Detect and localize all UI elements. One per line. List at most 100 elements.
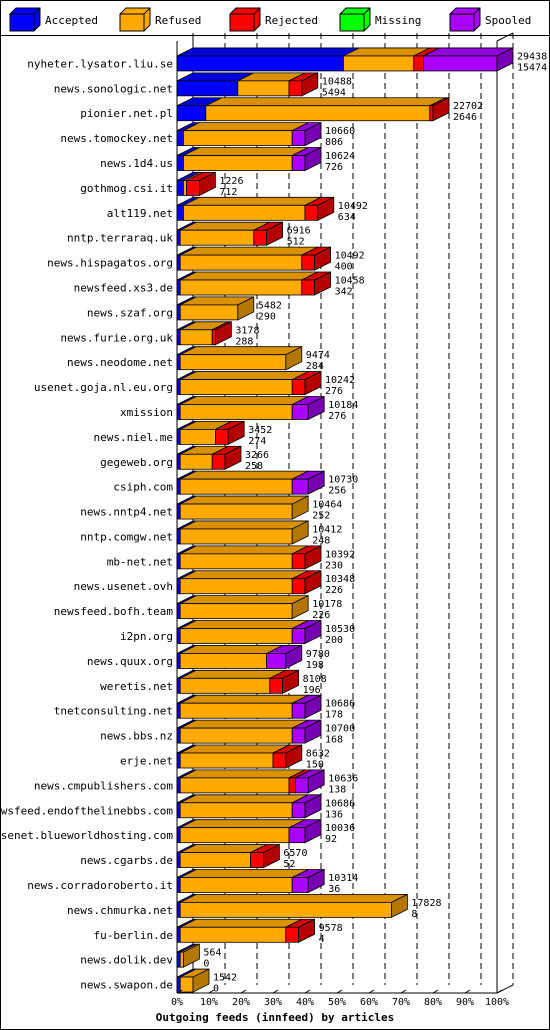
bar-segment-refused	[179, 478, 293, 495]
row-label: news.usenet.ovh	[74, 580, 173, 593]
bar-segment-refused	[205, 105, 431, 122]
row-label: mb-net.net	[107, 555, 173, 568]
row-value-2: 248	[312, 535, 330, 546]
row-label: newsfeed.xs3.de	[74, 282, 173, 295]
bar-segment-refused	[179, 304, 239, 321]
x-axis-title: Outgoing feeds (innfeed) by articles	[156, 1011, 394, 1024]
bar-segment-accepted	[176, 877, 181, 893]
bar-segment-rejected	[214, 428, 229, 445]
bar-row-pionier-net-pl	[176, 97, 450, 122]
bar-top-refused	[180, 271, 318, 281]
bar-side-spooled	[307, 470, 325, 495]
row-value-1: 8632	[306, 749, 330, 760]
row-label: i2pn.org	[120, 630, 173, 643]
row-value-1: 10700	[325, 724, 355, 735]
row-value-1: 10412	[312, 524, 342, 535]
row-value-2: 92	[325, 834, 337, 845]
x-tick-label-0: 0%	[171, 997, 183, 1008]
row-value-1: 10458	[335, 276, 365, 287]
bar-segment-accepted	[176, 55, 344, 72]
bar-segment-refused	[179, 254, 303, 271]
bar-row-csiph-com	[176, 470, 325, 495]
bar-segment-rejected	[301, 279, 315, 296]
bar-segment-refused	[179, 528, 293, 545]
bar-top-refused	[180, 719, 309, 729]
row-value-1: 9474	[306, 350, 330, 361]
bar-segment-accepted	[176, 752, 181, 769]
row-value-2: 284	[306, 361, 324, 372]
bar-segment-spooled	[291, 404, 309, 420]
row-value-2: 288	[235, 336, 253, 347]
row-value-1: 6570	[283, 848, 307, 859]
row-label: news.cgarbs.de	[80, 854, 173, 867]
row-value-1: 10624	[325, 151, 355, 162]
bar-segment-accepted	[176, 827, 181, 844]
row-value-1: 10036	[325, 823, 355, 834]
bar-segment-refused	[179, 976, 194, 993]
plot-top-right-edge	[496, 32, 514, 42]
bar-top-refused	[180, 570, 309, 580]
bar-top-refused	[180, 545, 309, 555]
row-value-2: 2646	[453, 112, 477, 123]
bar-segment-accepted	[176, 578, 181, 595]
bar-side-spooled	[304, 794, 322, 819]
row-value-1: 10242	[325, 375, 355, 386]
x-tick-mark-10	[496, 989, 503, 994]
legend-label-spooled: Spooled	[485, 14, 531, 27]
bar-segment-refused	[179, 951, 184, 968]
row-value-2: 5494	[322, 87, 346, 98]
bar-segment-rejected	[186, 180, 200, 196]
x-tick-mark-7	[400, 989, 407, 994]
bar-segment-accepted	[176, 926, 181, 943]
bar-segment-refused	[179, 379, 293, 395]
bar-segment-rejected	[253, 229, 268, 246]
bar-side-spooled	[304, 146, 322, 172]
row-value-1: 10530	[325, 624, 355, 635]
bar-top-refused	[180, 819, 306, 829]
row-value-1: 10492	[338, 201, 368, 212]
row-value-2: 256	[328, 486, 346, 497]
row-value-1: 10636	[328, 773, 358, 784]
x-tick-label-1: 10%	[200, 997, 218, 1008]
x-tick-mark-4	[304, 989, 311, 994]
bar-segment-accepted	[176, 180, 184, 196]
row-label: pionier.net.pl	[80, 107, 173, 120]
row-value-2: 0	[213, 984, 219, 995]
bar-row-news-niel-me	[176, 420, 245, 446]
x-tick-label-2: 20%	[232, 997, 250, 1008]
row-value-1: 5482	[258, 300, 282, 311]
bar-segment-refused	[179, 428, 216, 445]
bar-row-news-tomockey-net	[176, 121, 322, 147]
row-value-1: 1542	[213, 973, 237, 984]
bar-side-rejected	[298, 918, 316, 943]
bar-side-rejected	[304, 370, 322, 396]
row-value-2: 226	[325, 585, 343, 596]
x-tick-label-5: 50%	[328, 997, 346, 1008]
row-value-2: 150	[306, 760, 324, 771]
row-label: news.niel.me	[94, 431, 173, 444]
row-label: nntp.terraraq.uk	[67, 232, 173, 245]
row-label: news.swapon.de	[80, 979, 173, 992]
bar-segment-rejected	[413, 55, 424, 72]
row-value-1: 10314	[328, 873, 358, 884]
bar-top-accepted	[176, 47, 360, 57]
row-value-1: 10348	[325, 574, 355, 585]
x-axis: 0% 10% 20% 30% 40% 50% 60% 70% 80% 90% 100%	[171, 984, 514, 1008]
bar-row-xmission	[176, 395, 325, 421]
row-value-2: 252	[312, 511, 330, 522]
bar-segment-refused	[179, 777, 290, 794]
bar-row-news-chmurka-net	[176, 893, 408, 919]
x-tick-mark-1	[208, 989, 215, 994]
bar-top-refused	[180, 470, 309, 480]
row-value-2: 168	[325, 735, 343, 746]
row-value-1: 3178	[235, 325, 259, 336]
bar-segment-refused	[179, 329, 213, 346]
bar-segment-accepted	[176, 105, 207, 122]
row-value-2: 52	[283, 859, 295, 870]
bar-segment-accepted	[176, 553, 181, 570]
bar-row-news-hispagatos-org	[176, 246, 332, 271]
row-value-1: 10686	[325, 798, 355, 809]
bar-side-spooled	[285, 644, 303, 670]
row-label: news.bbs.nz	[100, 730, 173, 743]
bar-side-spooled	[496, 47, 514, 72]
